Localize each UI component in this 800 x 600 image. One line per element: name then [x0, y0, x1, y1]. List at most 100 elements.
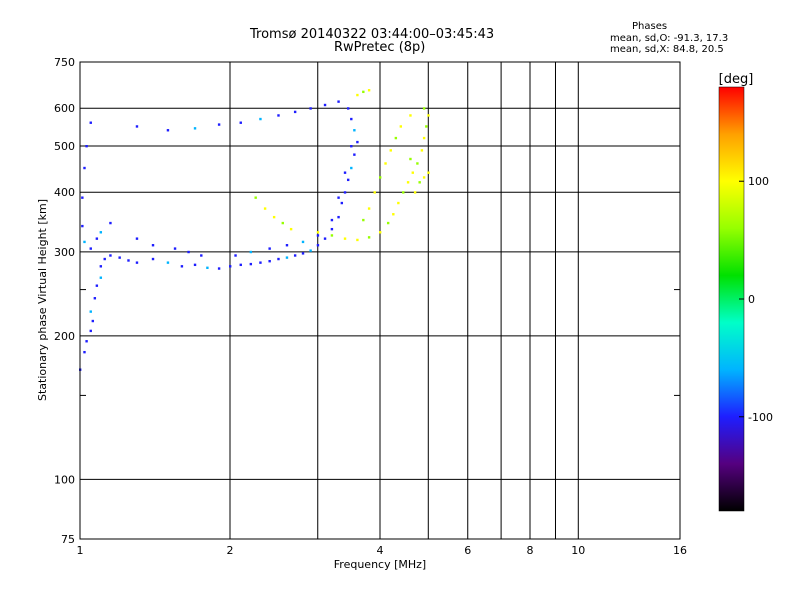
y-axis-label: Stationary phase Virtual Height [km] [36, 199, 49, 401]
y-tick-label: 75 [61, 533, 75, 546]
data-point [85, 144, 88, 148]
chart-subtitle: RwPretec (8p) [334, 40, 426, 55]
data-point [200, 254, 203, 257]
colorbar: [deg] -100 0 100 [719, 72, 773, 512]
data-point [379, 231, 382, 234]
data-point [323, 237, 327, 240]
data-point [346, 178, 350, 182]
y-tick-label: 600 [54, 102, 75, 115]
phase-stats-o: mean, sd,O: -91.3, 17.3 [610, 33, 729, 44]
data-point [330, 227, 334, 231]
data-point [416, 162, 419, 165]
data-point [420, 149, 424, 152]
data-point [83, 350, 86, 354]
data-point [173, 247, 177, 250]
data-point [229, 265, 232, 268]
data-point [293, 110, 297, 114]
data-point [323, 103, 327, 107]
data-point [109, 254, 112, 257]
data-point [217, 267, 221, 270]
data-point [384, 162, 387, 165]
data-point [193, 127, 197, 130]
data-point [397, 201, 400, 205]
data-point [316, 244, 320, 247]
data-point [277, 257, 280, 261]
data-point [85, 340, 88, 343]
data-point [285, 256, 289, 259]
data-point [427, 171, 430, 174]
data-point [316, 231, 320, 234]
scatter-points [79, 89, 430, 371]
data-point [373, 191, 376, 194]
data-point [425, 125, 428, 128]
data-point [83, 166, 86, 170]
data-point [356, 140, 359, 144]
data-point [268, 247, 271, 250]
data-point [367, 236, 371, 239]
y-tick-label: 500 [54, 140, 75, 153]
data-point [289, 227, 293, 231]
data-point [353, 129, 356, 132]
data-point [316, 234, 320, 237]
colorbar-label: [deg] [719, 72, 754, 87]
data-point [91, 319, 95, 323]
y-tick-label: 200 [54, 330, 75, 343]
data-point [402, 191, 405, 194]
y-tick-label: 300 [54, 246, 75, 259]
data-point [337, 215, 340, 219]
data-point [259, 117, 262, 121]
data-point [301, 240, 305, 244]
x-tick-label: 10 [571, 544, 585, 557]
data-point [418, 181, 421, 184]
data-point [109, 221, 112, 225]
data-point [356, 93, 359, 97]
data-point [343, 171, 347, 174]
data-point [118, 256, 121, 259]
y-tick-label: 400 [54, 186, 75, 199]
data-point [389, 149, 392, 152]
data-point [337, 100, 340, 103]
data-point [293, 254, 297, 257]
data-point [362, 218, 365, 222]
data-point [386, 221, 390, 225]
x-tick-label: 8 [527, 544, 534, 557]
data-point [166, 129, 170, 132]
data-point [89, 310, 92, 313]
data-point [135, 261, 139, 264]
data-point [166, 261, 170, 264]
data-point [281, 221, 284, 225]
data-point [337, 196, 340, 199]
data-point [89, 329, 92, 333]
data-point [343, 191, 347, 194]
data-point [411, 171, 414, 174]
phases-title: Phases [632, 21, 668, 32]
data-point [422, 176, 426, 179]
data-point [367, 207, 371, 210]
data-point [217, 123, 221, 126]
data-point [180, 265, 184, 268]
data-point [350, 166, 353, 170]
data-point [277, 114, 280, 117]
data-point [187, 250, 190, 254]
data-point [309, 249, 312, 252]
data-point [422, 136, 426, 140]
data-point [81, 196, 84, 199]
data-point [394, 136, 398, 140]
data-point [254, 196, 257, 199]
data-point [285, 244, 289, 247]
x-tick-label: 6 [464, 544, 471, 557]
x-axis-label: Frequency [MHz] [334, 558, 426, 571]
axis-ticks: 1 2 4 6 8 10 16 75 100 200 300 400 500 600 750 [54, 56, 687, 557]
data-point [301, 252, 305, 255]
data-point [95, 284, 99, 287]
data-point [95, 237, 99, 240]
data-point [268, 259, 271, 263]
colorbar-tick-label: 100 [748, 175, 769, 188]
data-point [239, 121, 242, 124]
data-point [409, 157, 412, 161]
data-point [249, 250, 253, 254]
data-point [151, 244, 155, 247]
data-point [427, 114, 430, 117]
data-point [193, 263, 197, 267]
